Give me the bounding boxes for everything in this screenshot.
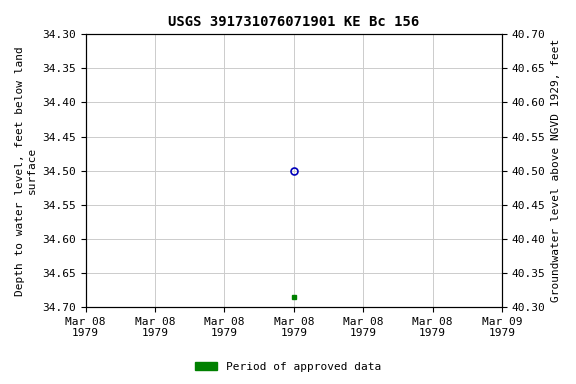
Legend: Period of approved data: Period of approved data — [191, 358, 385, 377]
Title: USGS 391731076071901 KE Bc 156: USGS 391731076071901 KE Bc 156 — [168, 15, 419, 29]
Y-axis label: Groundwater level above NGVD 1929, feet: Groundwater level above NGVD 1929, feet — [551, 39, 561, 302]
Y-axis label: Depth to water level, feet below land
surface: Depth to water level, feet below land su… — [15, 46, 37, 296]
